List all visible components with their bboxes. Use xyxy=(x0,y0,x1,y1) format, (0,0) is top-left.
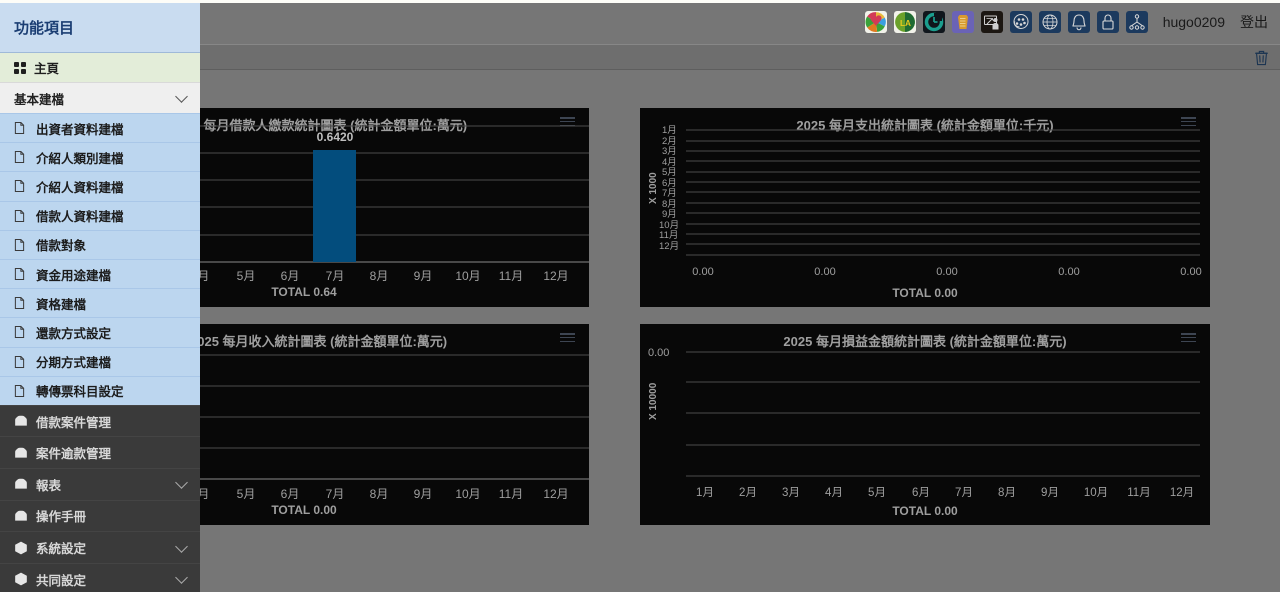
svg-text:0.00: 0.00 xyxy=(692,266,713,278)
svg-text:0.00: 0.00 xyxy=(814,266,835,278)
svg-text:6月: 6月 xyxy=(281,269,300,283)
svg-text:2月: 2月 xyxy=(739,487,757,499)
svg-text:9月: 9月 xyxy=(414,487,433,501)
svg-text:0.00: 0.00 xyxy=(936,266,957,278)
svg-text:X 10000: X 10000 xyxy=(648,382,659,420)
svg-text:5月: 5月 xyxy=(237,269,256,283)
svg-text:1月: 1月 xyxy=(662,125,677,136)
svg-text:12月: 12月 xyxy=(659,241,679,252)
svg-text:7月: 7月 xyxy=(326,487,345,501)
svg-text:8月: 8月 xyxy=(370,269,389,283)
svg-text:12月: 12月 xyxy=(543,269,568,283)
svg-text:5月: 5月 xyxy=(662,167,677,178)
svg-text:7月: 7月 xyxy=(955,487,973,499)
svg-text:6月: 6月 xyxy=(281,487,300,501)
svg-text:5月: 5月 xyxy=(868,487,886,499)
svg-text:L: L xyxy=(900,19,905,28)
svg-text:6月: 6月 xyxy=(912,487,930,499)
svg-text:11月: 11月 xyxy=(499,269,523,283)
svg-text:A: A xyxy=(905,19,911,28)
svg-text:7月: 7月 xyxy=(326,269,345,283)
svg-text:9月: 9月 xyxy=(414,269,433,283)
svg-text:9月: 9月 xyxy=(1041,487,1059,499)
svg-text:3月: 3月 xyxy=(782,487,800,499)
svg-text:0.00: 0.00 xyxy=(648,347,669,359)
svg-text:4月: 4月 xyxy=(825,487,843,499)
svg-text:10月: 10月 xyxy=(455,487,480,501)
svg-text:12月: 12月 xyxy=(1170,487,1194,499)
svg-text:10月: 10月 xyxy=(455,269,480,283)
svg-text:X 1000: X 1000 xyxy=(648,172,659,204)
svg-text:7月: 7月 xyxy=(662,188,677,199)
svg-text:11月: 11月 xyxy=(659,230,678,241)
svg-text:8月: 8月 xyxy=(998,487,1016,499)
svg-text:11月: 11月 xyxy=(1127,487,1150,499)
svg-text:8月: 8月 xyxy=(370,487,389,501)
svg-text:10月: 10月 xyxy=(1084,487,1108,499)
svg-text:3月: 3月 xyxy=(662,146,677,157)
svg-text:0.00: 0.00 xyxy=(1180,266,1201,278)
svg-text:1月: 1月 xyxy=(696,487,714,499)
svg-text:12月: 12月 xyxy=(543,487,568,501)
svg-text:9月: 9月 xyxy=(662,209,677,220)
svg-text:0.00: 0.00 xyxy=(1058,266,1079,278)
svg-text:11月: 11月 xyxy=(499,487,523,501)
svg-text:5月: 5月 xyxy=(237,487,256,501)
svg-text:0.6420: 0.6420 xyxy=(317,130,354,144)
